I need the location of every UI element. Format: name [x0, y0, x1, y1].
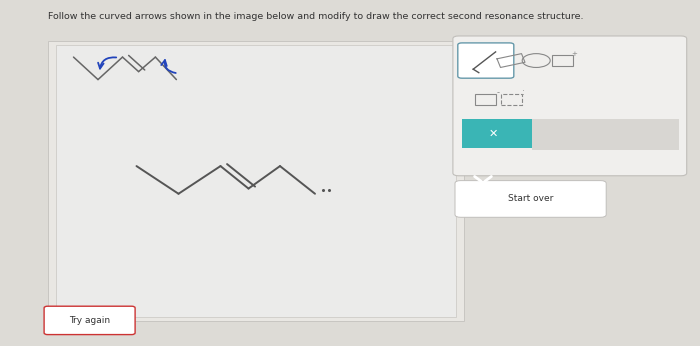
FancyBboxPatch shape [453, 36, 687, 176]
FancyBboxPatch shape [48, 41, 464, 321]
Text: Try again: Try again [69, 316, 110, 325]
FancyBboxPatch shape [458, 43, 514, 78]
FancyBboxPatch shape [455, 181, 606, 217]
Text: Follow the curved arrows shown in the image below and modify to draw the correct: Follow the curved arrows shown in the im… [48, 12, 583, 21]
FancyBboxPatch shape [56, 45, 456, 317]
Text: Start over: Start over [508, 194, 553, 203]
FancyBboxPatch shape [44, 306, 135, 335]
Text: -: - [497, 88, 500, 97]
FancyBboxPatch shape [532, 119, 679, 150]
Text: :: : [522, 88, 525, 97]
FancyBboxPatch shape [462, 119, 532, 148]
Text: +: + [572, 51, 578, 57]
Text: ✕: ✕ [489, 128, 498, 138]
